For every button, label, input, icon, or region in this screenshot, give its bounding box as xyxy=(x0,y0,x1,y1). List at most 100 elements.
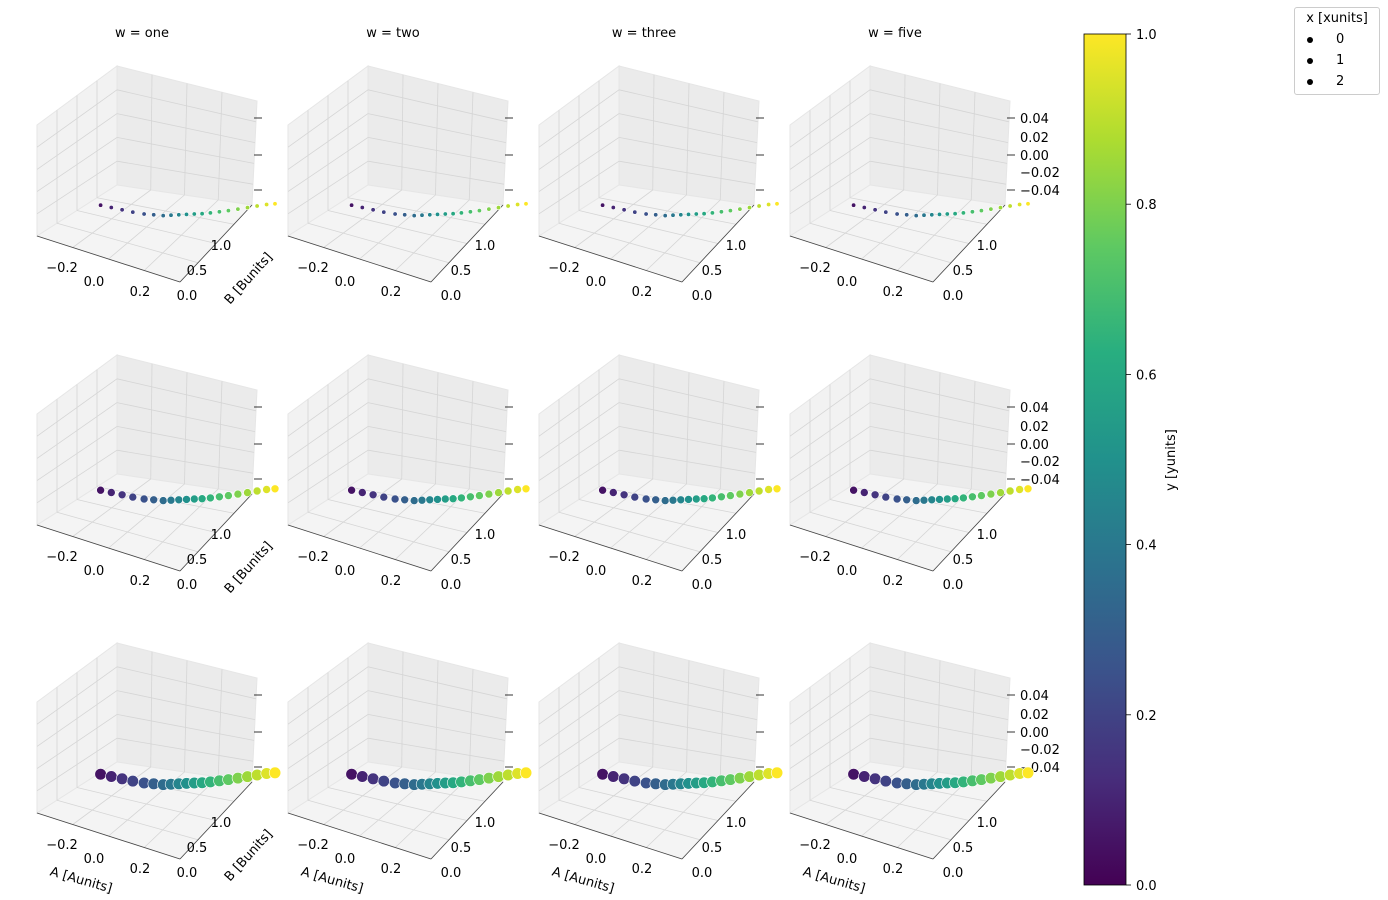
point-9 xyxy=(686,211,692,217)
point-18 xyxy=(262,485,271,494)
point-1 xyxy=(105,770,118,783)
c-tick-label: 0.02 xyxy=(1020,420,1049,435)
point-3 xyxy=(377,775,390,788)
a-tick-label: 0.0 xyxy=(335,564,356,579)
point-15 xyxy=(737,206,743,212)
point-18 xyxy=(513,485,522,494)
scatter-points xyxy=(847,766,1035,791)
b-tick-label: 1.0 xyxy=(211,816,232,831)
a-tick-label: −0.2 xyxy=(548,261,580,276)
point-18 xyxy=(264,202,270,208)
point-7 xyxy=(668,495,678,505)
b-axis-line xyxy=(430,493,504,572)
point-10 xyxy=(944,211,950,217)
b-tick-label: 1.0 xyxy=(726,239,747,254)
a-tick-label: −0.2 xyxy=(46,838,78,853)
point-17 xyxy=(505,203,511,209)
point-8 xyxy=(427,212,433,218)
panel-r1-c0: −0.2 0.0 0.2 0.0 0.51.0B [Bunits] xyxy=(35,354,280,597)
point-19 xyxy=(521,484,531,494)
point-19 xyxy=(770,766,784,779)
b-tick-label: 0.0 xyxy=(441,578,462,593)
point-3 xyxy=(126,775,139,788)
a-axis-line xyxy=(789,524,934,572)
point-0 xyxy=(596,768,609,781)
point-9 xyxy=(184,211,190,217)
point-17 xyxy=(754,486,764,496)
point-4 xyxy=(141,211,147,217)
legend-title: x [xunits] xyxy=(1306,11,1368,26)
point-2 xyxy=(117,490,127,500)
b-tick-label: 0.5 xyxy=(451,553,472,568)
a-axis-label: A [Aunits] xyxy=(299,865,365,897)
gridlines xyxy=(287,651,508,848)
b-axis-line xyxy=(681,493,755,572)
point-7 xyxy=(919,495,929,505)
panel-r2-c1: −0.2 0.0 0.2 0.0 0.51.0 A [Aunits] xyxy=(286,642,533,897)
point-0 xyxy=(96,485,105,495)
b-tick-label: 1.0 xyxy=(475,239,496,254)
b-axis-line xyxy=(681,204,755,283)
point-15 xyxy=(484,489,494,499)
a-axis-line xyxy=(36,812,181,860)
point-2 xyxy=(115,772,129,785)
point-1 xyxy=(108,205,114,211)
point-9 xyxy=(182,495,191,504)
b-tick-label: 0.0 xyxy=(943,289,964,304)
point-13 xyxy=(467,209,473,215)
point-13 xyxy=(718,209,724,215)
point-4 xyxy=(390,494,400,504)
c-tick-label: 0.02 xyxy=(1020,131,1049,146)
point-10 xyxy=(442,211,448,217)
point-6 xyxy=(160,213,166,219)
colorbar-gradient xyxy=(1083,33,1127,886)
b-tick-label: 0.0 xyxy=(177,578,198,593)
point-19 xyxy=(772,484,782,494)
a-axis-line xyxy=(538,235,683,283)
a-tick-label: 0.0 xyxy=(837,275,858,290)
point-0 xyxy=(600,202,606,208)
point-19 xyxy=(1021,766,1035,779)
point-13 xyxy=(968,492,977,502)
facet-title: w = two xyxy=(366,26,420,41)
point-0 xyxy=(847,768,860,781)
point-1 xyxy=(358,488,367,497)
b-tick-label: 0.5 xyxy=(187,553,208,568)
b-axis-line xyxy=(430,204,504,283)
a-axis-line xyxy=(789,812,934,860)
point-4 xyxy=(392,211,398,217)
c-tick-label: 0.00 xyxy=(1020,726,1049,741)
a-tick-label: 0.0 xyxy=(335,275,356,290)
point-2 xyxy=(119,207,125,213)
facet-title: w = one xyxy=(115,26,169,41)
point-19 xyxy=(1025,201,1031,207)
point-3 xyxy=(883,209,889,215)
point-15 xyxy=(233,489,243,499)
point-10 xyxy=(191,211,197,217)
point-7 xyxy=(417,495,427,505)
b-axis-line xyxy=(179,781,253,860)
point-6 xyxy=(158,496,168,505)
legend-item-label: 2 xyxy=(1336,74,1345,89)
b-tick-label: 0.5 xyxy=(451,841,472,856)
point-8 xyxy=(678,212,684,218)
a-axis-line xyxy=(287,812,432,860)
b-axis-line xyxy=(932,493,1006,572)
a-tick-label: 0.0 xyxy=(837,852,858,867)
b-tick-label: 0.5 xyxy=(953,553,974,568)
point-3 xyxy=(879,775,892,788)
b-tick-label: 0.5 xyxy=(702,553,723,568)
point-3 xyxy=(630,492,640,502)
a-tick-label: 0.2 xyxy=(883,862,904,877)
point-12 xyxy=(959,493,968,503)
point-15 xyxy=(988,206,994,212)
a-tick-label: 0.0 xyxy=(84,852,105,867)
b-tick-label: 0.0 xyxy=(441,289,462,304)
c-tick-label: −0.02 xyxy=(1020,455,1060,470)
panel-r2-c0: −0.2 0.0 0.2 0.0 0.51.0B [Bunits] A [Aunits] xyxy=(35,642,282,897)
a-tick-label: 0.0 xyxy=(586,275,607,290)
point-18 xyxy=(515,202,521,208)
gridlines xyxy=(287,74,508,271)
facet-title: w = five xyxy=(868,26,922,41)
b-tick-label: 0.5 xyxy=(187,264,208,279)
